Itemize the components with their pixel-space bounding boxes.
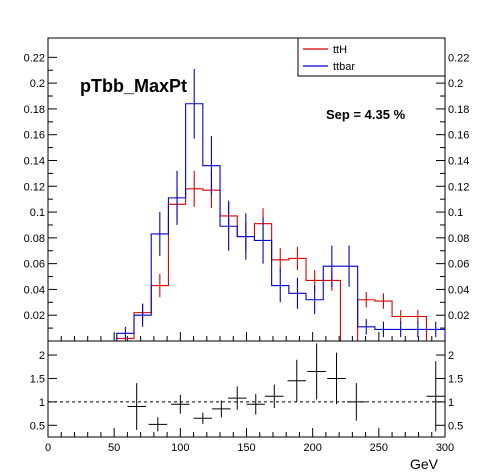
y-tick-label-left: 0.14 bbox=[24, 155, 45, 167]
ratio-point bbox=[227, 386, 247, 410]
ratio-y-tick-label-left: 0.5 bbox=[30, 420, 45, 432]
y-tick-label-right: 0.1 bbox=[448, 207, 463, 219]
ratio-points bbox=[127, 343, 445, 432]
x-tick-label: 300 bbox=[436, 442, 454, 454]
x-tick-label: 0 bbox=[45, 442, 51, 454]
ratio-point bbox=[327, 352, 346, 405]
ratio-point bbox=[426, 361, 445, 432]
ratio-y-tick-label-right: 1 bbox=[448, 397, 454, 409]
y-tick-label-left: 0.22 bbox=[24, 52, 45, 64]
ratio-point bbox=[212, 400, 231, 418]
y-tick-label-left: 0.08 bbox=[24, 233, 45, 245]
y-tick-label-right: 0.16 bbox=[448, 130, 469, 142]
y-tick-label-left: 0.02 bbox=[24, 310, 45, 322]
ratio-y-tick-label-right: 0.5 bbox=[448, 420, 463, 432]
y-tick-label-left: 0.12 bbox=[24, 181, 45, 193]
x-axis-label: GeV bbox=[410, 456, 439, 472]
legend-label-tth: ttH bbox=[333, 44, 347, 56]
x-tick-label: 200 bbox=[303, 442, 321, 454]
y-tick-label-right: 0.08 bbox=[448, 233, 469, 245]
y-tick-label-left: 0.1 bbox=[30, 207, 45, 219]
y-tick-label-right: 0.18 bbox=[448, 104, 469, 116]
histogram-series bbox=[48, 68, 446, 342]
x-tick-label: 50 bbox=[108, 442, 120, 454]
ratio-point bbox=[193, 412, 213, 424]
x-tick-label: 250 bbox=[370, 442, 388, 454]
y-tick-label-left: 0.18 bbox=[24, 104, 45, 116]
y-tick-label-left: 0.16 bbox=[24, 130, 45, 142]
ratio-point bbox=[148, 417, 168, 432]
y-tick-label-right: 0.12 bbox=[448, 181, 469, 193]
series-ttbar bbox=[48, 68, 446, 342]
ratio-point bbox=[265, 384, 284, 408]
legend-label-ttbar: ttbar bbox=[333, 61, 355, 73]
ratio-point bbox=[287, 359, 307, 402]
y-tick-label-right: 0.04 bbox=[448, 284, 469, 296]
y-tick-label-right: 0.22 bbox=[448, 52, 469, 64]
ratio-axis-ticks: 0.5 0.5 1 1 1.5 1.5 2 2 0 50 100 150 200 250 300 bbox=[30, 350, 464, 454]
main-axis-ticks: 0.02 0.02 0.04 0.04 0.06 0.06 0.08 0.08 0.1 0.1 0.… bbox=[24, 52, 469, 341]
y-tick-label-left: 0.06 bbox=[24, 259, 45, 271]
ratio-y-tick-label-left: 1.5 bbox=[30, 373, 45, 385]
ratio-y-tick-label-left: 1 bbox=[39, 397, 45, 409]
ratio-y-tick-label-right: 1.5 bbox=[448, 373, 463, 385]
y-tick-label-right: 0.14 bbox=[448, 155, 469, 167]
y-tick-label-left: 0.2 bbox=[30, 78, 45, 90]
ratio-point bbox=[307, 343, 326, 400]
ratio-point bbox=[347, 383, 366, 421]
legend: ttH ttbar bbox=[297, 37, 446, 77]
y-tick-label-right: 0.2 bbox=[448, 78, 463, 90]
ratio-point bbox=[171, 394, 190, 414]
ratio-y-tick-label-right: 2 bbox=[448, 350, 454, 362]
y-tick-label-right: 0.02 bbox=[448, 310, 469, 322]
ratio-point bbox=[246, 393, 266, 415]
ratio-y-tick-label-left: 2 bbox=[39, 350, 45, 362]
separation-label: Sep = 4.35 % bbox=[326, 107, 406, 122]
y-tick-label-left: 0.04 bbox=[24, 284, 45, 296]
ratio-point bbox=[127, 383, 146, 430]
chart-title: pTbb_MaxPt bbox=[80, 76, 187, 96]
y-tick-label-right: 0.06 bbox=[448, 259, 469, 271]
x-tick-label: 150 bbox=[237, 442, 255, 454]
x-tick-label: 100 bbox=[171, 442, 189, 454]
